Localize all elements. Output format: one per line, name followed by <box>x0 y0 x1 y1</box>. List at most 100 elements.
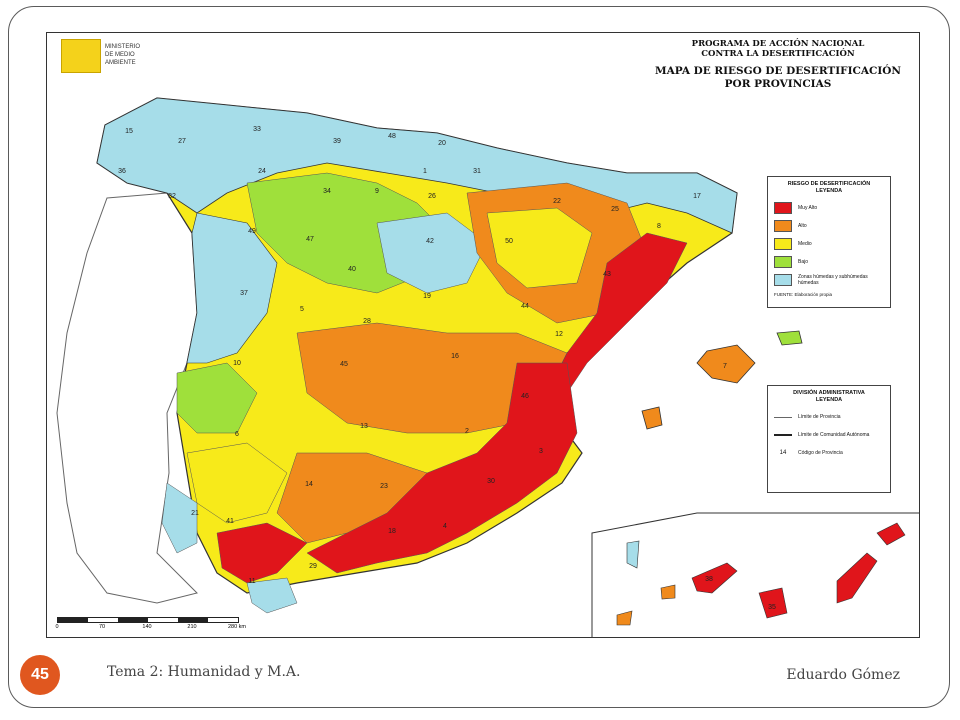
province-code-label: 38 <box>705 576 713 583</box>
province-code-label: 37 <box>240 290 248 297</box>
author-name: Eduardo Gómez <box>786 667 900 683</box>
slide-frame <box>8 6 950 708</box>
legend-item-muy-alto: Muy Alto <box>774 199 884 217</box>
province-code-label: 5 <box>300 306 304 313</box>
ministry-logo: MINISTERIO DE MEDIO AMBIENTE <box>61 39 140 73</box>
fuerteventura-island <box>836 552 878 604</box>
legend-item-alto: Alto <box>774 217 884 235</box>
province-code-label: 12 <box>555 331 563 338</box>
very-high-risk-southeast <box>306 362 578 574</box>
province-code-label: 50 <box>505 238 513 245</box>
province-code-label: 3 <box>539 448 543 455</box>
legend-item-humid: Zonas húmedas y subhúmedas húmedas <box>774 271 884 289</box>
swatch-muy-alto <box>774 202 792 214</box>
province-code-label: 27 <box>178 138 186 145</box>
province-code-label: 49 <box>248 228 256 235</box>
province-code-label: 16 <box>451 353 459 360</box>
ibiza-island <box>641 406 663 430</box>
legend-item-province-boundary: Límite de Provincia <box>774 408 884 426</box>
province-code-label: 26 <box>428 193 436 200</box>
province-code-label: 13 <box>360 423 368 430</box>
scale-tick: 140 <box>142 624 152 630</box>
risk-legend: RIESGO DE DESERTIFICACIÓN LEYENDA Muy Al… <box>767 176 891 308</box>
tenerife-island <box>691 562 738 594</box>
province-code-label: 7 <box>723 363 727 370</box>
swatch-medio <box>774 238 792 250</box>
province-code-label: 48 <box>388 133 396 140</box>
swatch-humid <box>774 274 792 286</box>
mallorca-island <box>696 344 756 384</box>
map-title-line2: POR PROVINCIAS <box>724 78 832 90</box>
province-code-label: 21 <box>191 510 199 517</box>
humid-zone-gibraltar <box>246 577 298 614</box>
division-legend-title: DIVISIÓN ADMINISTRATIVA LEYENDA <box>793 390 865 403</box>
legend-item-bajo: Bajo <box>774 253 884 271</box>
la-palma-island <box>626 540 640 569</box>
legend-item-community-boundary: Límite de Comunidad Autónoma <box>774 426 884 444</box>
province-code-label: 25 <box>611 206 619 213</box>
province-code-label: 42 <box>426 238 434 245</box>
legend-source: FUENTE: Elaboración propia <box>774 292 833 297</box>
scale-bar-graphic <box>57 617 239 623</box>
province-code-label: 17 <box>693 193 701 200</box>
hierro-island <box>616 610 633 626</box>
canary-inset-frame <box>591 512 919 637</box>
province-code-label: 9 <box>375 188 379 195</box>
province-code-label: 14 <box>305 481 313 488</box>
scale-tick: 210 <box>187 624 197 630</box>
province-code-label: 35 <box>768 604 776 611</box>
province-boundary-icon <box>774 416 792 418</box>
low-risk-zone-center <box>376 212 488 294</box>
province-code-label: 15 <box>125 128 133 135</box>
province-code-label: 6 <box>235 431 239 438</box>
scale-tick: 280 km <box>227 624 247 630</box>
province-code-label: 44 <box>521 303 529 310</box>
map-panel: 15 27 33 39 48 20 36 32 24 34 9 1 31 26 22 25 8 17 49 47 42 5… <box>46 32 920 638</box>
province-code-label: 18 <box>388 528 396 535</box>
province-code-label: 19 <box>423 293 431 300</box>
very-high-risk-south-coast <box>216 522 308 584</box>
province-code-label: 31 <box>473 168 481 175</box>
slide-number-badge: 45 <box>20 655 60 695</box>
scale-bar: 0 70 140 210 280 km <box>55 613 267 633</box>
province-code-label: 28 <box>363 318 371 325</box>
high-risk-zone-andalucia <box>276 452 428 544</box>
gran-canaria-island <box>758 587 788 619</box>
province-code-label: 46 <box>521 393 529 400</box>
map-title-line1: MAPA DE RIESGO DE DESERTIFICACIÓN <box>654 65 902 77</box>
division-legend: DIVISIÓN ADMINISTRATIVA LEYENDA Límite d… <box>767 385 891 493</box>
very-high-risk-east-coast <box>546 232 688 394</box>
legend-item-province-code: 14 Código de Provincia <box>774 444 884 462</box>
province-code-label: 2 <box>465 428 469 435</box>
province-code-label: 4 <box>443 523 447 530</box>
province-code-label: 23 <box>380 483 388 490</box>
program-title-line1: PROGRAMA DE ACCIÓN NACIONAL <box>691 39 865 49</box>
course-title: Tema 2: Humanidad y M.A. <box>107 664 301 680</box>
province-code-label: 29 <box>309 563 317 570</box>
province-code-label: 22 <box>553 198 561 205</box>
community-boundary-icon <box>774 434 792 436</box>
title-block: PROGRAMA DE ACCIÓN NACIONAL CONTRA LA DE… <box>643 39 913 91</box>
province-code-label: 33 <box>253 126 261 133</box>
province-code-label: 11 <box>248 578 255 585</box>
scale-tick: 0 <box>55 624 59 630</box>
humid-zone-southwest <box>161 482 198 554</box>
program-title-line2: CONTRA LA DESERTIFICACIÓN <box>701 49 855 59</box>
province-code-label: 43 <box>603 271 611 278</box>
logo-text: MINISTERIO DE MEDIO AMBIENTE <box>105 44 141 66</box>
province-code-label: 45 <box>340 361 348 368</box>
legend-item-medio: Medio <box>774 235 884 253</box>
province-code-label: 30 <box>487 478 495 485</box>
medium-risk-zone-aragon <box>486 207 593 289</box>
swatch-alto <box>774 220 792 232</box>
province-code-label: 34 <box>323 188 331 195</box>
province-code-label: 41 <box>226 518 234 525</box>
province-code-label: 40 <box>348 266 356 273</box>
menorca-island <box>776 330 803 346</box>
coat-of-arms-icon <box>61 39 101 73</box>
province-code-label: 10 <box>233 360 241 367</box>
low-risk-zone-west <box>176 362 258 434</box>
province-code-label: 20 <box>438 140 446 147</box>
